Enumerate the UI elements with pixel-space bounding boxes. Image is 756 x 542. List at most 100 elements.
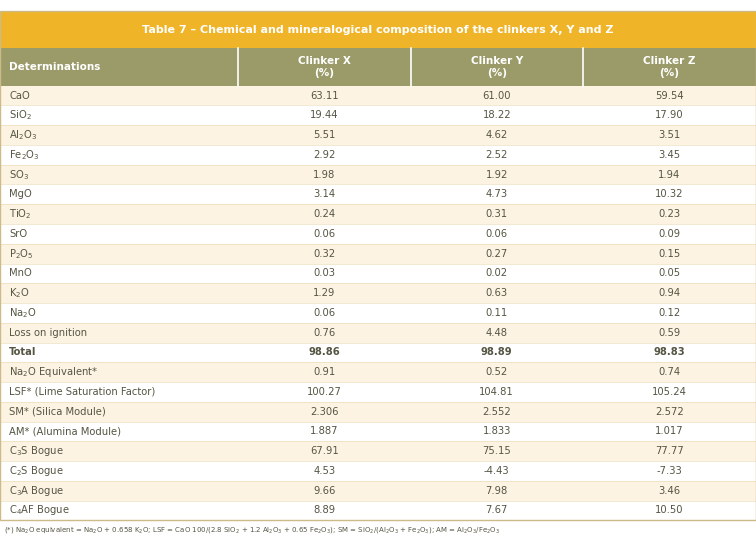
Text: 0.32: 0.32 [313,249,336,259]
Text: 2.572: 2.572 [655,406,684,417]
Text: 0.76: 0.76 [313,328,336,338]
FancyBboxPatch shape [0,382,756,402]
Text: 0.24: 0.24 [313,209,336,219]
FancyBboxPatch shape [0,303,756,323]
Text: Clinker Z
(%): Clinker Z (%) [643,56,696,78]
Text: 0.02: 0.02 [485,268,508,279]
Text: 1.98: 1.98 [313,170,336,179]
Text: Clinker X
(%): Clinker X (%) [298,56,351,78]
Text: 10.50: 10.50 [655,506,683,515]
Text: Determinations: Determinations [9,62,101,72]
Text: SrO: SrO [9,229,27,239]
Text: 105.24: 105.24 [652,387,687,397]
Text: 0.27: 0.27 [485,249,508,259]
FancyBboxPatch shape [0,11,756,48]
Text: Fe$_2$O$_3$: Fe$_2$O$_3$ [9,148,40,162]
Text: 2.552: 2.552 [482,406,511,417]
FancyBboxPatch shape [0,263,756,283]
Text: C$_3$A Bogue: C$_3$A Bogue [9,483,64,498]
FancyBboxPatch shape [0,362,756,382]
Text: 3.46: 3.46 [658,486,680,496]
Text: 5.51: 5.51 [313,130,336,140]
Text: Table 7 – Chemical and mineralogical composition of the clinkers X, Y and Z: Table 7 – Chemical and mineralogical com… [142,24,614,35]
Text: 10.32: 10.32 [655,189,683,199]
FancyBboxPatch shape [0,461,756,481]
FancyBboxPatch shape [0,165,756,184]
FancyBboxPatch shape [0,402,756,422]
Text: Na$_2$O: Na$_2$O [9,306,37,320]
Text: 0.03: 0.03 [313,268,336,279]
FancyBboxPatch shape [0,323,756,343]
Text: 7.98: 7.98 [485,486,508,496]
Text: 2.92: 2.92 [313,150,336,160]
Text: 59.54: 59.54 [655,91,683,101]
Text: P$_2$O$_5$: P$_2$O$_5$ [9,247,34,261]
Text: Total: Total [9,347,36,357]
Text: 3.14: 3.14 [313,189,336,199]
Text: 4.62: 4.62 [485,130,508,140]
Text: 0.09: 0.09 [658,229,680,239]
FancyBboxPatch shape [0,106,756,125]
FancyBboxPatch shape [0,343,756,362]
Text: 61.00: 61.00 [482,91,511,101]
Text: 0.59: 0.59 [658,328,680,338]
Text: 19.44: 19.44 [310,111,339,120]
Text: SO$_3$: SO$_3$ [9,167,29,182]
Text: Na$_2$O Equivalent*: Na$_2$O Equivalent* [9,365,98,379]
Text: 0.23: 0.23 [658,209,680,219]
Text: 0.31: 0.31 [485,209,508,219]
Text: 2.306: 2.306 [310,406,339,417]
Text: 1.887: 1.887 [310,427,339,436]
Text: 1.017: 1.017 [655,427,683,436]
Text: 0.05: 0.05 [658,268,680,279]
FancyBboxPatch shape [0,441,756,461]
Text: 0.06: 0.06 [313,308,336,318]
Text: 8.89: 8.89 [313,506,336,515]
Text: LSF* (Lime Saturation Factor): LSF* (Lime Saturation Factor) [9,387,155,397]
Text: 100.27: 100.27 [307,387,342,397]
Text: 0.11: 0.11 [485,308,508,318]
Text: Al$_2$O$_3$: Al$_2$O$_3$ [9,128,38,142]
Text: K$_2$O: K$_2$O [9,286,29,300]
Text: 9.66: 9.66 [313,486,336,496]
FancyBboxPatch shape [0,244,756,263]
Text: 67.91: 67.91 [310,446,339,456]
Text: (*) Na$_2$O equivalent = Na$_2$O + 0.658 K$_2$O; LSF = CaO 100/(2.8 SiO$_2$ + 1.: (*) Na$_2$O equivalent = Na$_2$O + 0.658… [4,525,500,534]
Text: TiO$_2$: TiO$_2$ [9,207,32,221]
Text: MgO: MgO [9,189,32,199]
FancyBboxPatch shape [0,283,756,303]
Text: 0.63: 0.63 [485,288,508,298]
Text: 0.06: 0.06 [313,229,336,239]
Text: AM* (Alumina Module): AM* (Alumina Module) [9,427,121,436]
Text: 4.53: 4.53 [313,466,336,476]
FancyBboxPatch shape [0,204,756,224]
Text: 4.73: 4.73 [485,189,508,199]
Text: 2.52: 2.52 [485,150,508,160]
Text: SM* (Silica Module): SM* (Silica Module) [9,406,106,417]
FancyBboxPatch shape [0,125,756,145]
Text: 1.833: 1.833 [482,427,511,436]
Text: 3.45: 3.45 [658,150,680,160]
Text: -7.33: -7.33 [656,466,683,476]
Text: 0.91: 0.91 [313,367,336,377]
Text: C$_3$S Bogue: C$_3$S Bogue [9,444,64,458]
Text: 18.22: 18.22 [482,111,511,120]
Text: Clinker Y
(%): Clinker Y (%) [470,56,523,78]
Text: 17.90: 17.90 [655,111,683,120]
Text: 1.29: 1.29 [313,288,336,298]
FancyBboxPatch shape [0,481,756,501]
FancyBboxPatch shape [0,86,756,106]
Text: Loss on ignition: Loss on ignition [9,328,87,338]
FancyBboxPatch shape [0,145,756,165]
Text: MnO: MnO [9,268,32,279]
Text: 98.86: 98.86 [308,347,340,357]
Text: 0.06: 0.06 [485,229,508,239]
FancyBboxPatch shape [0,422,756,441]
Text: 63.11: 63.11 [310,91,339,101]
Text: 104.81: 104.81 [479,387,514,397]
Text: 0.52: 0.52 [485,367,508,377]
Text: 0.94: 0.94 [658,288,680,298]
Text: SiO$_2$: SiO$_2$ [9,108,32,122]
Text: -4.43: -4.43 [484,466,510,476]
FancyBboxPatch shape [0,48,756,86]
